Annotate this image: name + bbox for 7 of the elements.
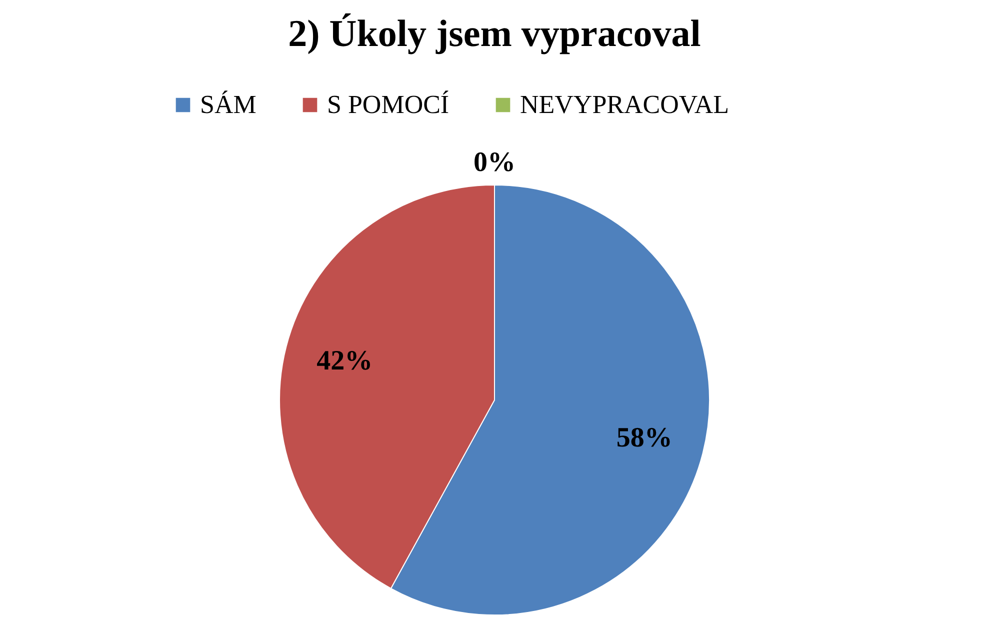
legend-label: NEVYPRACOVAL xyxy=(520,90,729,119)
legend-label: S POMOCÍ xyxy=(327,90,450,119)
data-label: 42% xyxy=(316,346,373,377)
chart-title: 2) Úkoly jsem vypracoval xyxy=(288,13,701,55)
legend-label: SÁM xyxy=(200,90,256,119)
text: 0% xyxy=(474,147,516,178)
data-label: 58% xyxy=(616,422,672,454)
